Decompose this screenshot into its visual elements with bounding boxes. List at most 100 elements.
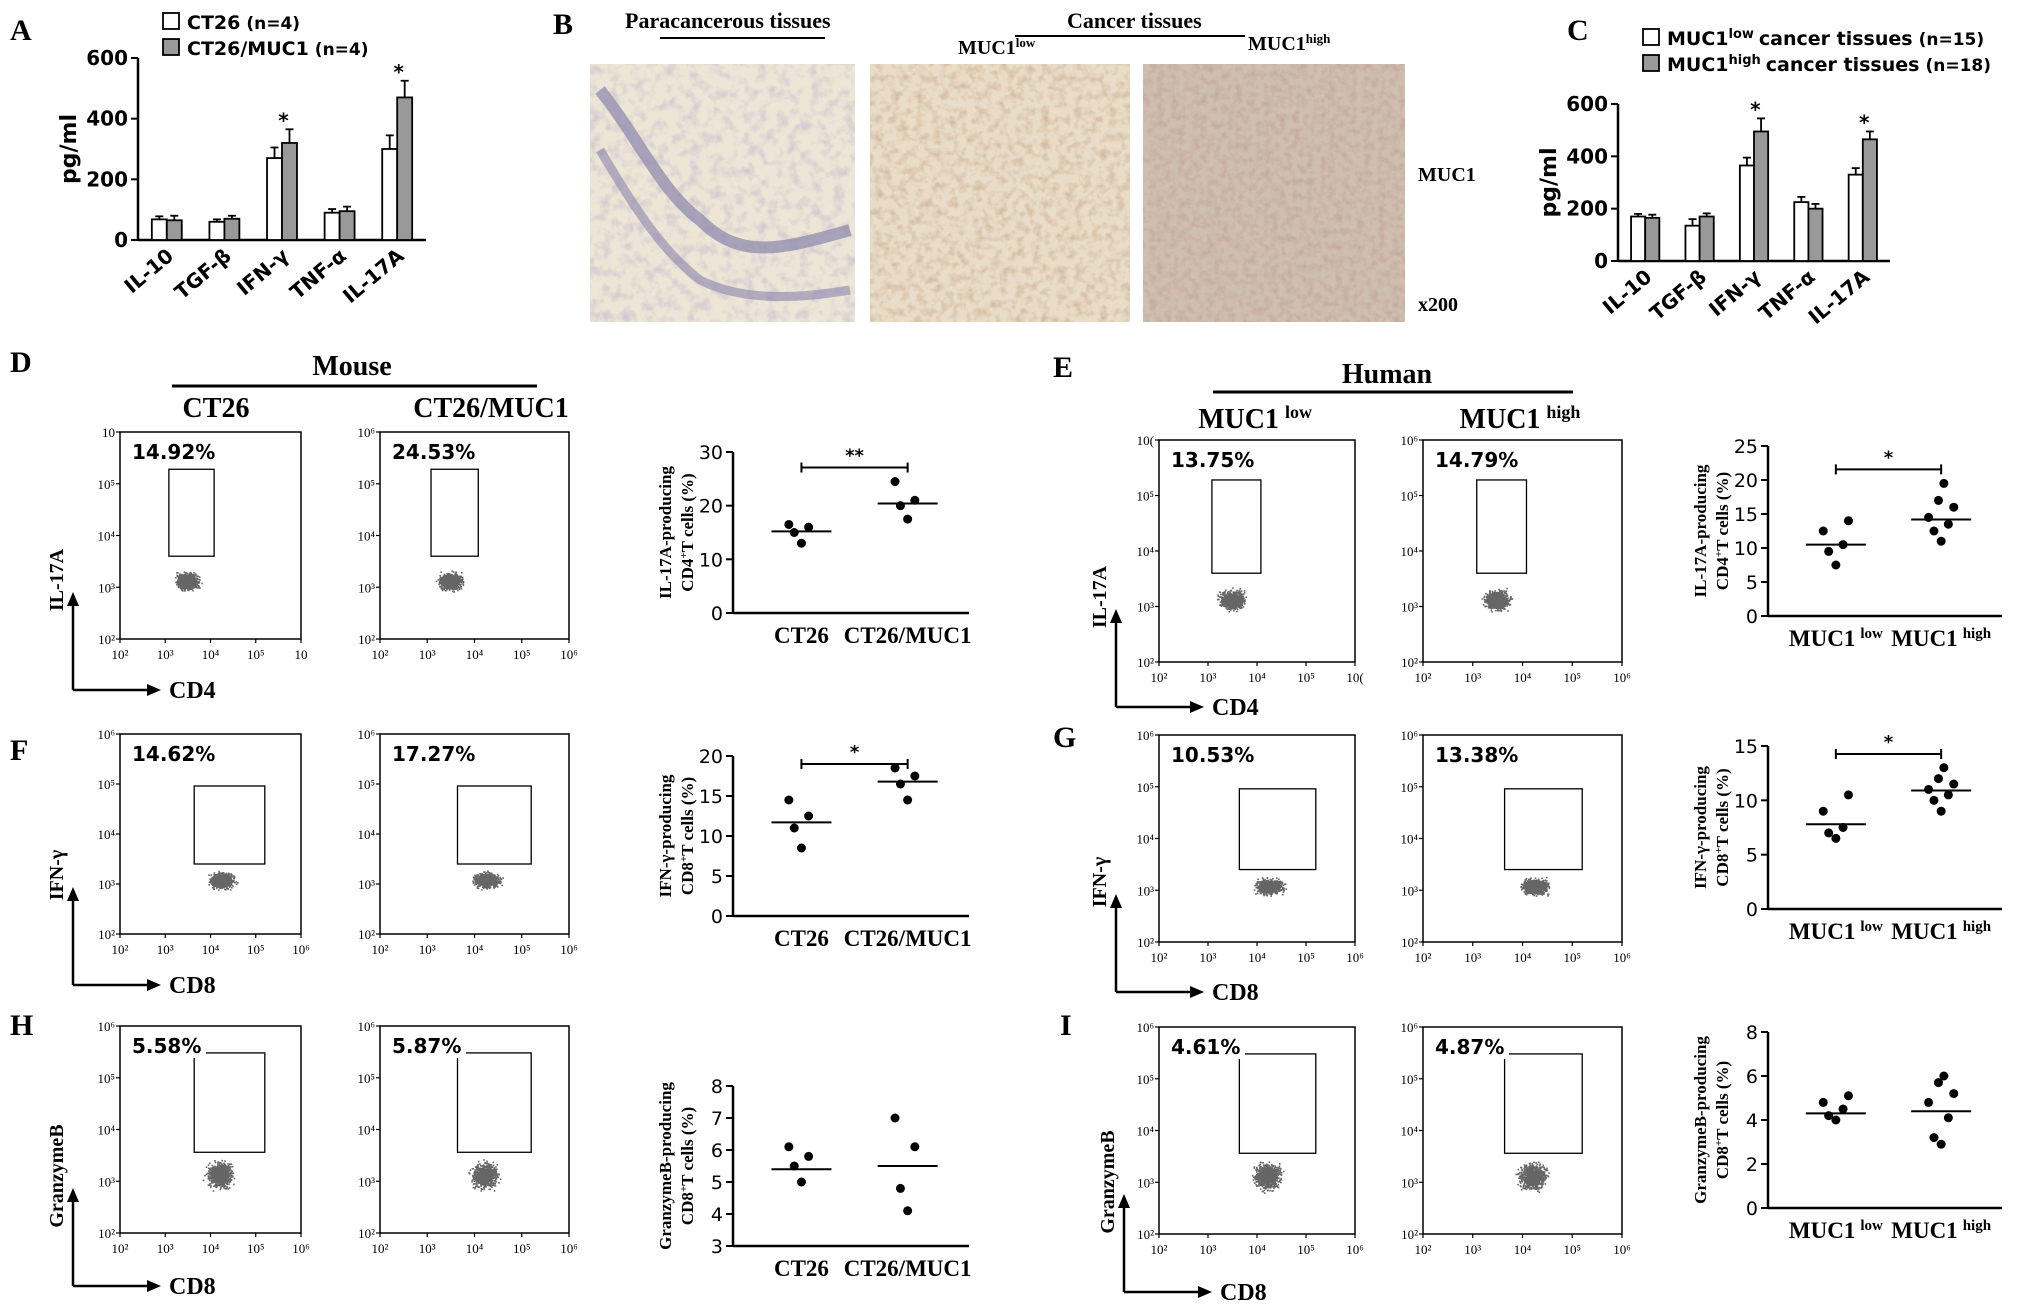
event-dot xyxy=(187,582,189,585)
flow-x-label: CD4 xyxy=(169,678,216,704)
event-dot xyxy=(1501,591,1504,593)
event-dot xyxy=(1223,597,1226,600)
event-dot xyxy=(1235,597,1238,599)
event-dot xyxy=(1228,606,1230,609)
event-dot xyxy=(446,576,449,579)
event-dot xyxy=(1225,607,1228,609)
event-dot xyxy=(1493,592,1495,595)
event-dot xyxy=(210,879,212,882)
data-point xyxy=(1949,779,1959,789)
data-point xyxy=(1933,774,1943,784)
x-tick-label: 10⁴ xyxy=(1248,670,1266,685)
gate-rect xyxy=(1211,479,1262,574)
stain-label: MUC1 xyxy=(1418,164,1476,186)
event-dot xyxy=(455,571,457,574)
event-dot xyxy=(448,582,451,584)
event-dot xyxy=(219,874,221,877)
event-dot xyxy=(1224,594,1227,597)
event-dot xyxy=(1495,609,1497,612)
x-tick-label: 10⁴ xyxy=(202,942,220,957)
event-dot xyxy=(1500,607,1503,609)
gate-percent: 14.62% xyxy=(132,742,215,766)
data-point xyxy=(796,843,806,853)
data-point xyxy=(1824,546,1834,556)
x-tick-label: TGF-β xyxy=(1645,264,1711,325)
y-tick-label: 10⁴ xyxy=(1400,544,1418,559)
event-dot xyxy=(1489,607,1492,609)
event-dot xyxy=(447,584,449,587)
event-dot xyxy=(1497,601,1500,603)
event-dot xyxy=(1494,600,1496,603)
event-dot xyxy=(456,582,458,585)
event-dot xyxy=(1238,591,1240,594)
event-dot xyxy=(1228,602,1230,605)
event-dot xyxy=(1502,598,1504,601)
event-dot xyxy=(224,875,227,878)
event-dot xyxy=(190,588,193,590)
bar xyxy=(223,217,241,241)
event-dot xyxy=(1497,603,1499,606)
bar xyxy=(1738,164,1755,262)
event-dot xyxy=(222,884,225,887)
event-dot xyxy=(443,587,445,589)
event-dot xyxy=(187,576,189,579)
y-tick-label: 6 xyxy=(1746,1066,1758,1088)
flow-plot-frame xyxy=(1422,439,1623,663)
data-point xyxy=(1818,1097,1828,1107)
event-dot xyxy=(451,586,454,589)
event-dot xyxy=(179,587,182,590)
event-dot xyxy=(217,875,220,878)
event-dot xyxy=(1220,602,1223,604)
data-point xyxy=(1924,512,1934,522)
event-dot xyxy=(192,589,194,592)
flow-plot-frame xyxy=(119,733,302,935)
event-dot xyxy=(1240,595,1243,598)
event-dot xyxy=(199,587,201,590)
event-dot xyxy=(1225,603,1227,606)
y-tick-label: 6 xyxy=(711,1140,723,1162)
event-dot xyxy=(1226,598,1228,601)
x-tick-label: 10⁴ xyxy=(1514,670,1532,685)
event-dot xyxy=(1226,600,1228,603)
event-dot xyxy=(193,579,195,582)
event-dot xyxy=(211,886,214,889)
event-dot xyxy=(1485,592,1487,595)
event-dot xyxy=(1502,600,1505,603)
event-dot xyxy=(192,583,195,585)
y-axis-title: IL-17A-producing xyxy=(1691,464,1710,597)
event-dot xyxy=(1237,592,1240,595)
event-dot xyxy=(1503,591,1506,594)
event-dot xyxy=(1492,596,1494,599)
event-dot xyxy=(453,575,456,578)
event-dot xyxy=(225,874,228,877)
event-dot xyxy=(1238,596,1240,598)
x-tick-label: CT26 xyxy=(774,1256,829,1281)
event-dot xyxy=(191,579,194,581)
event-dot xyxy=(1232,600,1234,602)
event-dot xyxy=(233,876,236,878)
event-dot xyxy=(194,573,197,575)
panel-letter-f: F xyxy=(10,734,28,767)
event-dot xyxy=(1490,601,1493,604)
panel-letter-i: I xyxy=(1060,1009,1072,1042)
event-dot xyxy=(454,581,457,584)
event-dot xyxy=(1217,595,1220,598)
event-dot xyxy=(1502,594,1505,596)
event-dot xyxy=(193,584,195,586)
x-tick-label: 10² xyxy=(112,647,129,662)
event-dot xyxy=(208,884,210,886)
event-dot xyxy=(1502,595,1505,597)
event-dot xyxy=(1232,594,1235,597)
event-dot xyxy=(212,882,214,885)
event-dot xyxy=(216,876,219,879)
event-dot xyxy=(444,582,446,585)
event-dot xyxy=(224,879,227,881)
event-dot xyxy=(199,579,201,581)
event-dot xyxy=(1500,605,1502,608)
event-dot xyxy=(222,872,225,875)
event-dot xyxy=(454,579,457,582)
event-dot xyxy=(187,589,189,591)
event-dot xyxy=(198,576,201,578)
event-dot xyxy=(226,881,228,883)
x-tick-label: IL-10 xyxy=(119,243,178,298)
